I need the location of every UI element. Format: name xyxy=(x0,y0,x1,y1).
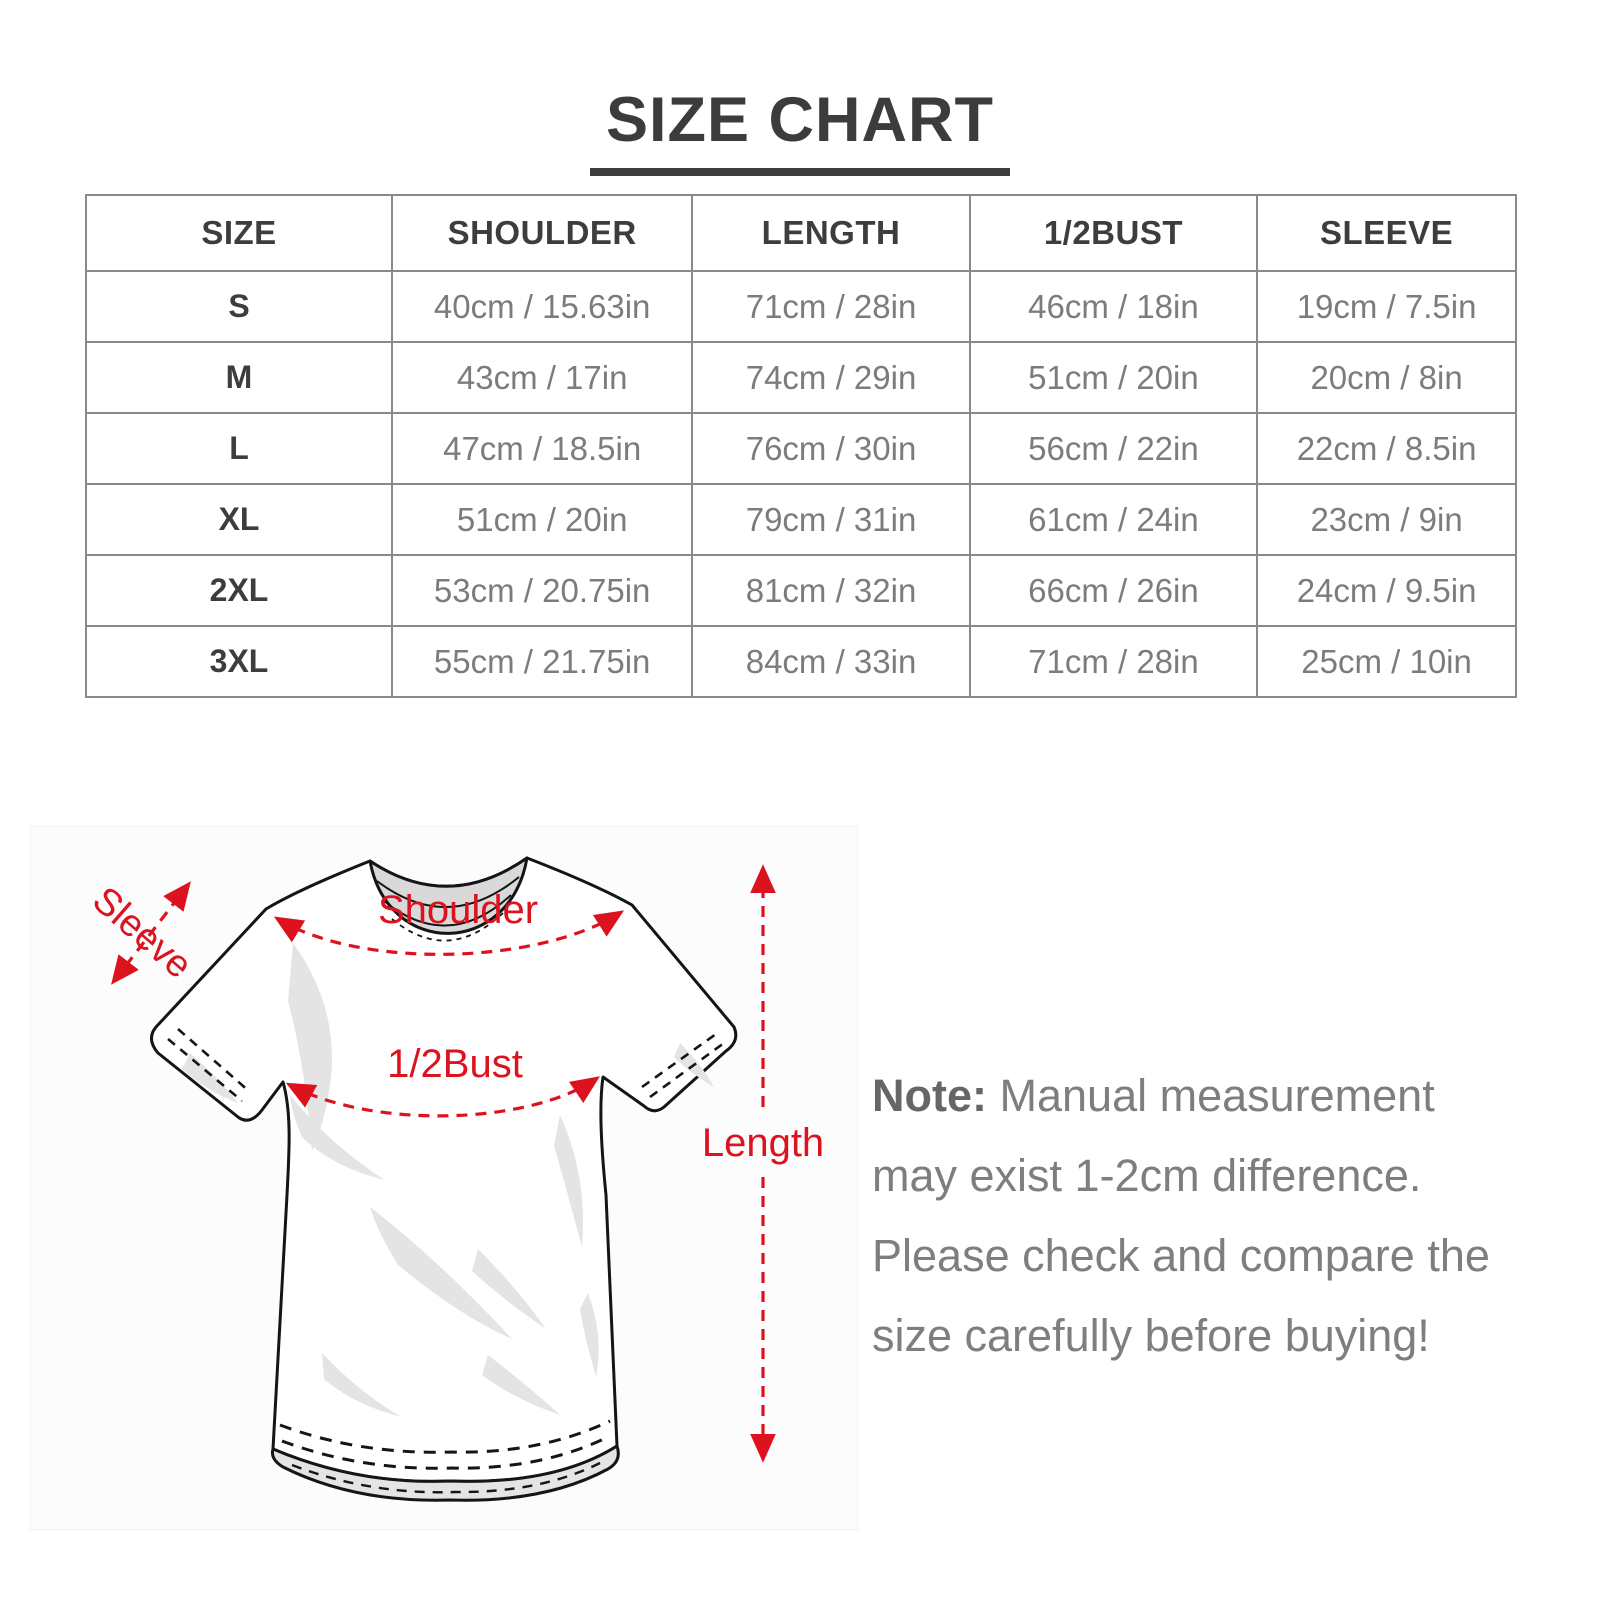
bust-cell: 51cm / 20in xyxy=(968,341,1259,414)
column-header-shoulder: SHOULDER xyxy=(391,194,694,272)
table-row: L 47cm / 18.5in 76cm / 30in 56cm / 22in … xyxy=(84,412,1517,485)
shoulder-cell: 55cm / 21.75in xyxy=(391,625,694,698)
length-cell: 71cm / 28in xyxy=(691,270,971,343)
shoulder-cell: 43cm / 17in xyxy=(391,341,694,414)
size-cell: 2XL xyxy=(84,554,394,627)
header-row: SIZE SHOULDER LENGTH 1/2BUST SLEEVE xyxy=(84,194,1517,272)
sleeve-arrow xyxy=(111,881,191,985)
size-cell: S xyxy=(84,270,394,343)
table-row: 2XL 53cm / 20.75in 81cm / 32in 66cm / 26… xyxy=(84,554,1517,627)
sleeve-cell: 25cm / 10in xyxy=(1256,625,1517,698)
size-cell: M xyxy=(84,341,394,414)
shoulder-label: Shoulder xyxy=(378,888,538,932)
bust-cell: 71cm / 28in xyxy=(968,625,1259,698)
length-cell: 84cm / 33in xyxy=(691,625,971,698)
table-row: 3XL 55cm / 21.75in 84cm / 33in 71cm / 28… xyxy=(84,625,1517,698)
bust-cell: 46cm / 18in xyxy=(968,270,1259,343)
page-title: SIZE CHART xyxy=(590,84,1010,176)
sleeve-cell: 24cm / 9.5in xyxy=(1256,554,1517,627)
table-row: M 43cm / 17in 74cm / 29in 51cm / 20in 20… xyxy=(84,341,1517,414)
size-cell: 3XL xyxy=(84,625,394,698)
sleeve-cell: 22cm / 8.5in xyxy=(1256,412,1517,485)
bust-cell: 56cm / 22in xyxy=(968,412,1259,485)
length-cell: 74cm / 29in xyxy=(691,341,971,414)
length-cell: 81cm / 32in xyxy=(691,554,971,627)
bust-arrow xyxy=(285,1076,600,1118)
sleeve-cell: 19cm / 7.5in xyxy=(1256,270,1517,343)
bust-cell: 61cm / 24in xyxy=(968,483,1259,556)
column-header-length: LENGTH xyxy=(691,194,971,272)
tshirt-diagram: Shoulder 1/2Bust Length Sleeve xyxy=(84,856,824,1502)
bust-label: 1/2Bust xyxy=(387,1042,523,1086)
size-cell: XL xyxy=(84,483,394,556)
note-prefix: Note: xyxy=(872,1070,987,1121)
size-table: SIZE SHOULDER LENGTH 1/2BUST SLEEVE S 40… xyxy=(84,194,1517,698)
shoulder-cell: 47cm / 18.5in xyxy=(391,412,694,485)
shoulder-cell: 53cm / 20.75in xyxy=(391,554,694,627)
bust-cell: 66cm / 26in xyxy=(968,554,1259,627)
size-cell: L xyxy=(84,412,394,485)
sleeve-cell: 20cm / 8in xyxy=(1256,341,1517,414)
length-cell: 79cm / 31in xyxy=(691,483,971,556)
column-header-bust: 1/2BUST xyxy=(968,194,1259,272)
sleeve-label: Sleeve xyxy=(84,879,199,987)
note-body: Manual measurement may exist 1-2cm diffe… xyxy=(872,1070,1490,1361)
table-row: XL 51cm / 20in 79cm / 31in 61cm / 24in 2… xyxy=(84,483,1517,556)
fabric-wrinkles xyxy=(182,943,714,1417)
shoulder-arrow xyxy=(273,910,625,956)
table-row: S 40cm / 15.63in 71cm / 28in 46cm / 18in… xyxy=(84,270,1517,343)
title-wrap: SIZE CHART xyxy=(0,84,1600,176)
sleeve-cell: 23cm / 9in xyxy=(1256,483,1517,556)
shoulder-cell: 51cm / 20in xyxy=(391,483,694,556)
shoulder-cell: 40cm / 15.63in xyxy=(391,270,694,343)
length-label: Length xyxy=(702,1121,824,1165)
column-header-size: SIZE xyxy=(84,194,394,272)
length-cell: 76cm / 30in xyxy=(691,412,971,485)
tshirt-illustration xyxy=(150,856,738,1502)
note-text: Note: Manual measurement may exist 1-2cm… xyxy=(872,1056,1532,1376)
column-header-sleeve: SLEEVE xyxy=(1256,194,1517,272)
